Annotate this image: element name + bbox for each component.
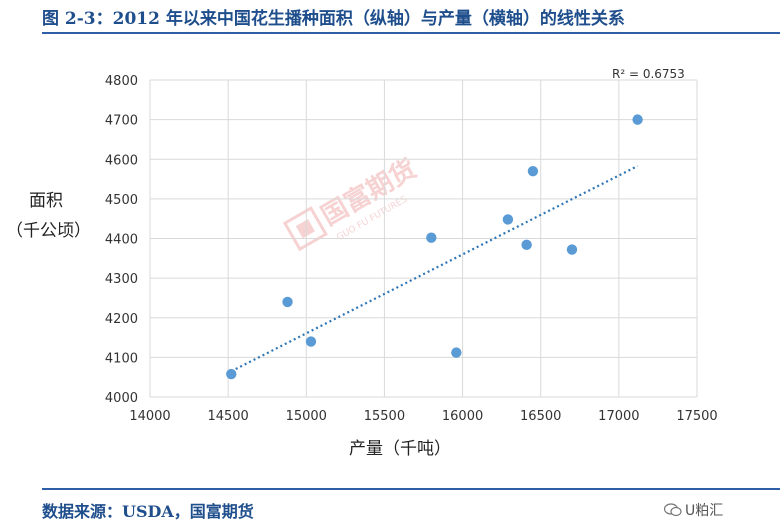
badge-text: U粕汇 bbox=[685, 503, 724, 519]
trendline bbox=[230, 165, 639, 373]
wechat-badge: U粕汇 bbox=[664, 500, 723, 520]
title-rule bbox=[42, 32, 780, 34]
data-points bbox=[226, 114, 643, 380]
data-point bbox=[566, 244, 578, 255]
y-tick-label: 4300 bbox=[105, 272, 138, 287]
data-point bbox=[451, 347, 462, 358]
y-tick-label: 4700 bbox=[105, 114, 138, 129]
y-axis-label-line1: 面积 bbox=[29, 191, 63, 211]
data-point bbox=[226, 368, 237, 380]
y-axis-label-line2: （千公顷） bbox=[6, 221, 91, 241]
figure-title: 图 2-3：2012 年以来中国花生播种面积（纵轴）与产量（横轴）的线性关系 bbox=[42, 9, 625, 29]
source-rule bbox=[42, 488, 780, 490]
data-point bbox=[527, 165, 539, 177]
y-tick-label: 4600 bbox=[105, 153, 138, 168]
y-tick-label: 4800 bbox=[105, 74, 138, 89]
trendline-group bbox=[230, 165, 639, 373]
x-tick-label: 17000 bbox=[598, 409, 639, 424]
wechat-icon bbox=[664, 503, 682, 517]
data-point bbox=[502, 214, 514, 225]
y-tick-label: 4500 bbox=[105, 193, 138, 208]
data-point bbox=[305, 336, 317, 347]
x-tick-label: 16500 bbox=[520, 409, 561, 424]
y-tick-label: 4000 bbox=[105, 391, 138, 406]
y-tick-labels: 4000 4100 4200 4300 4400 4500 4600 4700 4800 bbox=[105, 74, 138, 406]
y-tick-label: 4200 bbox=[105, 312, 138, 327]
x-axis-label: 产量（千吨） bbox=[349, 439, 451, 459]
x-tick-label: 15500 bbox=[364, 409, 405, 424]
data-point bbox=[521, 239, 532, 251]
y-tick-label: 4400 bbox=[105, 233, 138, 248]
data-point bbox=[282, 296, 293, 308]
x-tick-label: 14000 bbox=[129, 409, 170, 424]
x-tick-label: 17500 bbox=[676, 409, 717, 424]
x-tick-label: 15000 bbox=[286, 409, 327, 424]
data-point bbox=[426, 232, 437, 243]
data-point bbox=[632, 114, 643, 125]
r-squared-label: R² = 0.6753 bbox=[612, 67, 685, 81]
y-axis-label: 面积 （千公顷） bbox=[6, 186, 91, 246]
y-tick-label: 4100 bbox=[105, 351, 138, 366]
x-tick-label: 16000 bbox=[442, 409, 483, 424]
x-tick-labels: 14000 14500 15000 15500 16000 16500 17000 17500 bbox=[129, 409, 717, 424]
x-tick-label: 14500 bbox=[207, 409, 248, 424]
source-note: 数据来源：USDA，国富期货 bbox=[42, 502, 254, 521]
grid-lines bbox=[149, 79, 698, 398]
